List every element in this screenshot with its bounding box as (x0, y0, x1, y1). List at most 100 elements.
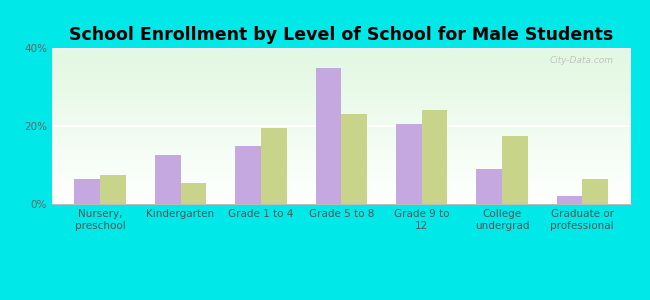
Bar (52, 60, 630, 61)
Bar (52, 108, 630, 109)
Bar (52, 162, 630, 163)
Bar (52, 121, 630, 122)
Bar (52, 146, 630, 147)
Bar (52, 73, 630, 74)
Bar (52, 135, 630, 136)
Bar (52, 175, 630, 176)
Bar (52, 126, 630, 127)
Bar (52, 191, 630, 192)
Bar (476, 169, 502, 204)
Bar (52, 84, 630, 85)
Bar (52, 48, 630, 49)
Bar (235, 146, 261, 204)
Bar (52, 107, 630, 108)
Bar (556, 196, 582, 204)
Bar (52, 203, 630, 204)
Bar (52, 195, 630, 196)
Bar (52, 178, 630, 179)
Bar (52, 82, 630, 83)
Bar (52, 59, 630, 60)
Bar (52, 93, 630, 94)
Bar (52, 56, 630, 57)
Bar (52, 184, 630, 185)
Bar (52, 112, 630, 113)
Bar (52, 50, 630, 51)
Bar (52, 169, 630, 170)
Bar (52, 88, 630, 89)
Bar (52, 139, 630, 140)
Bar (422, 110, 447, 204)
Bar (52, 72, 630, 73)
Bar (52, 71, 630, 72)
Bar (52, 141, 630, 142)
Bar (52, 90, 630, 91)
Bar (52, 102, 630, 103)
Bar (52, 163, 630, 164)
Bar (52, 110, 630, 111)
Bar (52, 74, 630, 75)
Bar (52, 94, 630, 95)
Bar (52, 63, 630, 64)
Bar (52, 104, 630, 105)
Bar (52, 57, 630, 58)
Bar (52, 91, 630, 92)
Bar (52, 200, 630, 201)
Bar (52, 172, 630, 173)
Bar (52, 182, 630, 183)
Bar (52, 145, 630, 146)
Bar (52, 148, 630, 149)
Bar (52, 92, 630, 93)
Bar (52, 114, 630, 115)
Bar (52, 79, 630, 80)
Bar (52, 197, 630, 198)
Bar (52, 98, 630, 99)
Bar (52, 49, 630, 50)
Bar (52, 194, 630, 195)
Bar (52, 122, 630, 123)
Bar (52, 153, 630, 154)
Bar (52, 190, 630, 191)
Bar (52, 51, 630, 52)
Bar (52, 58, 630, 59)
Bar (52, 55, 630, 56)
Bar (52, 131, 630, 132)
Bar (52, 188, 630, 189)
Bar (52, 128, 630, 129)
Bar (181, 182, 206, 204)
Bar (52, 158, 630, 159)
Bar (52, 105, 630, 106)
Bar (52, 196, 630, 197)
Bar (52, 53, 630, 54)
Bar (502, 136, 528, 204)
Bar (52, 75, 630, 76)
Bar (52, 177, 630, 178)
Bar (52, 78, 630, 79)
Bar (52, 168, 630, 169)
Bar (52, 170, 630, 171)
Bar (52, 116, 630, 117)
Bar (52, 143, 630, 144)
Bar (52, 202, 630, 203)
Bar (52, 183, 630, 184)
Bar (52, 181, 630, 182)
Bar (100, 175, 126, 204)
Bar (155, 155, 181, 204)
Bar (52, 52, 630, 53)
Bar (52, 164, 630, 165)
Text: City-Data.com: City-Data.com (549, 56, 613, 65)
Bar (52, 66, 630, 67)
Bar (396, 124, 422, 204)
Bar (52, 54, 630, 55)
Bar (52, 198, 630, 199)
Bar (52, 85, 630, 86)
Bar (52, 159, 630, 160)
Bar (52, 154, 630, 155)
Bar (52, 180, 630, 181)
Bar (52, 134, 630, 135)
Bar (52, 97, 630, 98)
Bar (52, 87, 630, 88)
Bar (52, 100, 630, 101)
Bar (52, 171, 630, 172)
Bar (52, 185, 630, 186)
Bar (582, 178, 608, 204)
